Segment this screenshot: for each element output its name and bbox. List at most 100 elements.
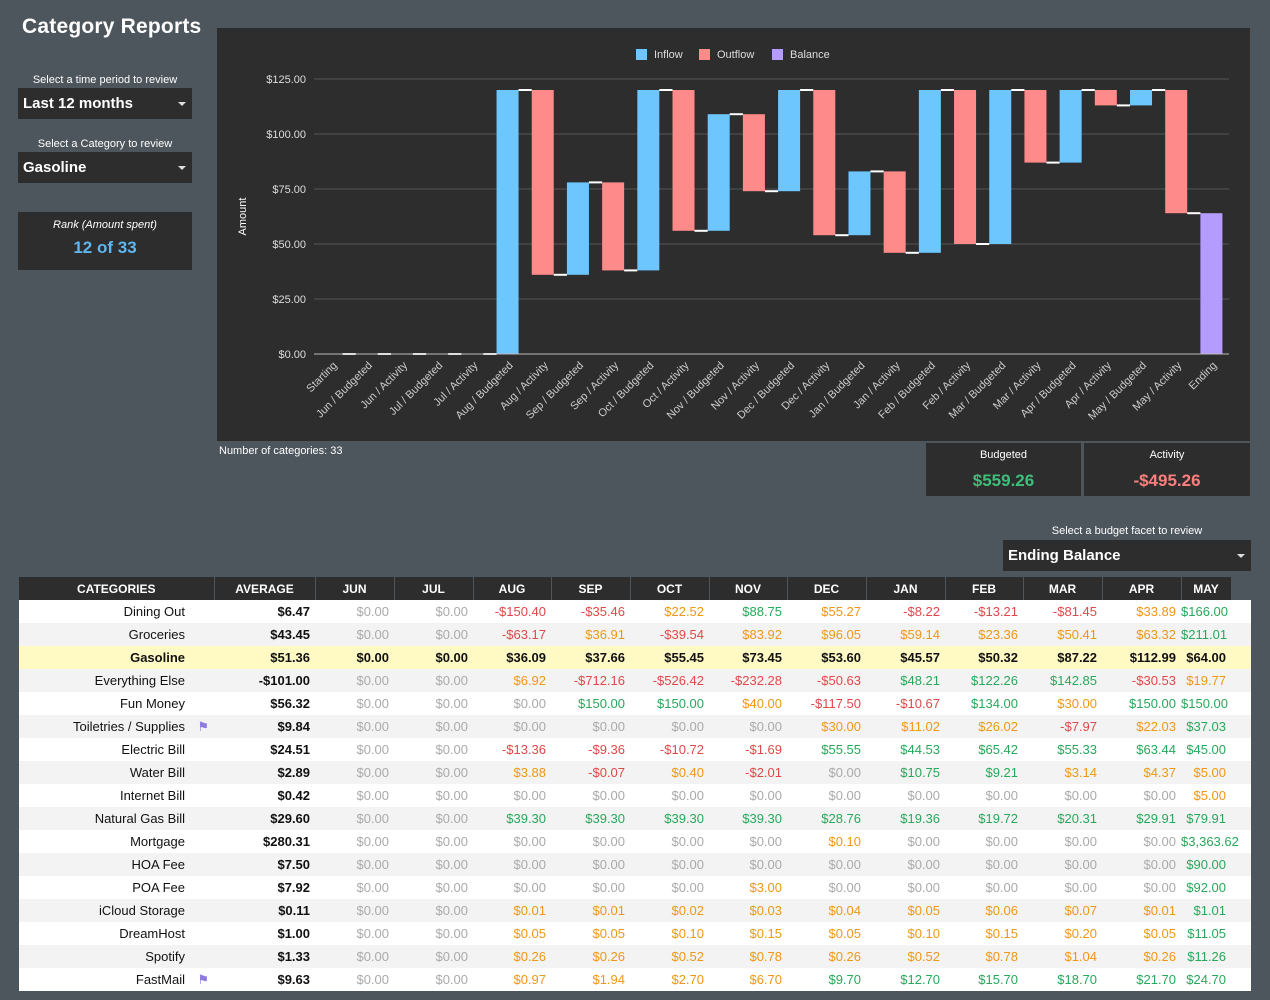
row-month-value: $6.70 [749,972,783,987]
row-month-value: $87.22 [1057,650,1098,665]
facet-value: Ending Balance [1008,547,1121,564]
waterfall-bar [602,182,625,271]
row-month-value: $0.00 [907,788,941,803]
row-month-value: $0.00 [435,788,469,803]
period-select[interactable]: Last 12 months [18,88,192,119]
col-header-jun[interactable]: JUN [315,577,395,600]
row-filler [1231,899,1251,922]
table-row[interactable]: Spotify $1.33 $0.00 $0.00 $0.26 $0.26 $0.52 $0.… [19,945,1251,968]
row-month-value: $150.00 [657,696,705,711]
col-header-sep[interactable]: SEP [551,577,631,600]
flag-icon [190,692,214,715]
table-row[interactable]: Dining Out $6.47 $0.00 $0.00 -$150.40 -$35.46… [19,600,1251,623]
row-month-value: $0.00 [513,696,547,711]
waterfall-bar [707,114,730,231]
row-month-value: $0.06 [985,903,1019,918]
flag-icon [190,600,214,623]
row-month-value: -$2.01 [745,765,783,780]
table-row[interactable]: Groceries $43.45 $0.00 $0.00 -$63.17 $36.91 -$… [19,623,1251,646]
row-month-value: $211.01 [1181,627,1228,642]
table-row[interactable]: Natural Gas Bill $29.60 $0.00 $0.00 $39.30 $3… [19,807,1251,830]
table-row[interactable]: Mortgage $280.31 $0.00 $0.00 $0.00 $0.00 $0.00… [19,830,1251,853]
row-average: $7.50 [277,857,311,872]
dropdown-caret-icon [178,165,186,170]
col-header-mar[interactable]: MAR [1023,577,1103,600]
col-header-apr[interactable]: APR [1102,577,1182,600]
col-header-dec[interactable]: DEC [787,577,867,600]
row-month-value: $0.26 [1143,949,1177,964]
row-filler [1231,715,1251,738]
y-tick-label: $50.00 [272,239,306,251]
row-month-value: $0.07 [1064,903,1098,918]
facet-select[interactable]: Ending Balance [1003,540,1251,571]
x-tick-label: Ending [1187,360,1220,393]
row-month-value: $0.00 [985,880,1019,895]
row-month-value: $92.00 [1186,880,1227,895]
row-month-value: $0.03 [749,903,783,918]
row-month-value: $40.00 [742,696,783,711]
row-month-value: $0.00 [671,834,705,849]
row-month-value: $0.00 [828,788,862,803]
row-category-name: Spotify [145,949,185,964]
row-category-name: FastMail [135,972,185,987]
category-label: Select a Category to review [37,138,173,150]
col-header-feb[interactable]: FEB [945,577,1024,600]
row-month-value: $83.92 [742,627,783,642]
row-month-value: $0.00 [356,857,390,872]
table-row[interactable]: iCloud Storage $0.11 $0.00 $0.00 $0.01 $0.01 $… [19,899,1251,922]
legend-swatch [772,49,783,60]
row-filler [1231,623,1251,646]
row-month-value: $0.00 [671,857,705,872]
table-row[interactable]: Gasoline $51.36 $0.00 $0.00 $36.09 $37.66 $55.… [19,646,1251,669]
row-average: $51.36 [270,650,311,665]
period-label: Select a time period to review [32,74,178,86]
row-month-value: $112.99 [1129,650,1177,665]
row-filler [1231,646,1251,669]
row-month-value: $90.00 [1186,857,1227,872]
table-row[interactable]: POA Fee $7.92 $0.00 $0.00 $0.00 $0.00 $0.00 $3.… [19,876,1251,899]
row-month-value: $0.05 [592,926,626,941]
table-row[interactable]: HOA Fee $7.50 $0.00 $0.00 $0.00 $0.00 $0.00 $0.… [19,853,1251,876]
table-row[interactable]: Toiletries / Supplies ⚑ $9.84 $0.00 $0.00 $0.… [19,715,1251,738]
category-select[interactable]: Gasoline [18,152,192,183]
row-month-value: $0.20 [1064,926,1098,941]
row-month-value: $0.00 [749,834,783,849]
col-header-nov[interactable]: NOV [709,577,788,600]
table-row[interactable]: DreamHost $1.00 $0.00 $0.00 $0.05 $0.05 $0.10 $… [19,922,1251,945]
row-month-value: $0.00 [435,880,469,895]
col-header-aug[interactable]: AUG [473,577,552,600]
flag-icon [190,646,214,669]
waterfall-bar [848,171,871,236]
row-month-value: $0.00 [985,834,1019,849]
row-month-value: $30.00 [1057,696,1098,711]
table-row[interactable]: Internet Bill $0.42 $0.00 $0.00 $0.00 $0.00 $0… [19,784,1251,807]
col-header-categories[interactable]: CATEGORIES [19,577,215,600]
budgeted-card: Budgeted $559.26 [926,443,1081,496]
row-month-value: $0.01 [592,903,626,918]
row-month-value: $0.05 [828,926,862,941]
row-filler [1231,600,1251,623]
category-value: Gasoline [23,159,87,176]
table-row[interactable]: Water Bill $2.89 $0.00 $0.00 $3.88 -$0.07 $0.4… [19,761,1251,784]
row-category-name: POA Fee [132,880,185,895]
waterfall-bar [1059,90,1082,163]
table-row[interactable]: Everything Else -$101.00 $0.00 $0.00 $6.92 -$… [19,669,1251,692]
row-month-value: $0.04 [828,903,862,918]
table-row[interactable]: Fun Money $56.32 $0.00 $0.00 $0.00 $150.00 $15… [19,692,1251,715]
row-month-value: $0.00 [356,765,390,780]
col-header-may[interactable]: MAY [1181,577,1232,600]
row-month-value: -$30.53 [1131,673,1177,688]
row-month-value: $0.00 [1064,834,1098,849]
row-month-value: $122.26 [971,673,1019,688]
table-row[interactable]: FastMail ⚑ $9.63 $0.00 $0.00 $0.97 $1.94 $2.70 $… [19,968,1251,991]
col-header-jan[interactable]: JAN [866,577,946,600]
row-month-value: -$13.36 [501,742,547,757]
category-table: CATEGORIES AVERAGE JUN JUL AUG SEP OCT N… [19,577,1251,991]
row-month-value: $26.02 [978,719,1019,734]
row-filler [1231,761,1251,784]
col-header-jul[interactable]: JUL [394,577,474,600]
table-row[interactable]: Electric Bill $24.51 $0.00 $0.00 -$13.36 -$9.… [19,738,1251,761]
col-header-average[interactable]: AVERAGE [214,577,316,600]
col-header-oct[interactable]: OCT [630,577,710,600]
row-month-value: $0.00 [1064,857,1098,872]
